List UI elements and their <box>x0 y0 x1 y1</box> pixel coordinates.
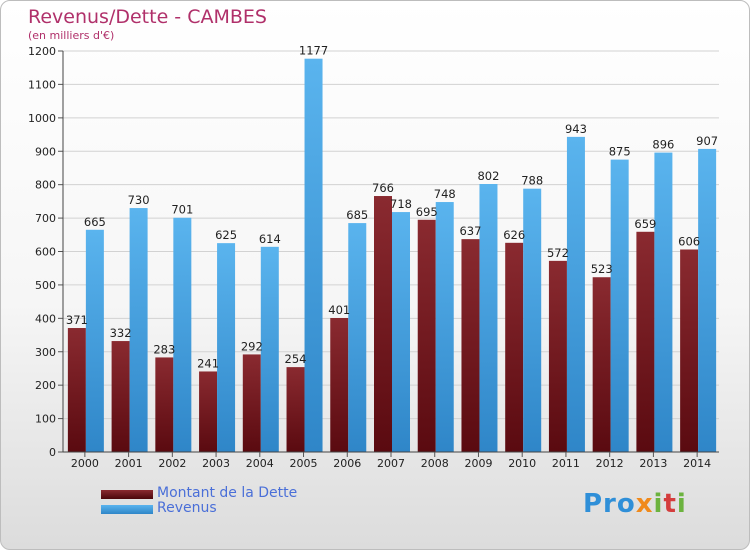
data-label-revenus: 802 <box>477 169 499 183</box>
data-label-revenus: 685 <box>346 208 368 222</box>
y-tick-label: 1100 <box>28 78 56 91</box>
x-tick-label: 2009 <box>464 457 492 470</box>
data-label-dette: 766 <box>372 181 394 195</box>
data-label-dette: 523 <box>591 262 613 276</box>
x-tick-label: 2007 <box>377 457 405 470</box>
y-tick-label: 500 <box>35 279 56 292</box>
data-label-dette: 695 <box>416 205 438 219</box>
bar-dette <box>242 354 261 452</box>
x-tick-label: 2010 <box>508 457 536 470</box>
bar-revenus <box>435 202 454 452</box>
bar-dette <box>330 317 349 452</box>
bar-dette <box>636 231 655 452</box>
x-tick-label: 2005 <box>290 457 318 470</box>
data-label-revenus: 614 <box>259 232 281 246</box>
data-label-dette: 659 <box>634 217 656 231</box>
legend-label-dette: Montant de la Dette <box>157 485 298 501</box>
data-label-dette: 241 <box>197 356 219 370</box>
x-tick-label: 2001 <box>115 457 143 470</box>
legend-swatch-dette <box>101 490 153 499</box>
bar-revenus <box>129 208 148 452</box>
y-tick-label: 600 <box>35 246 56 259</box>
bar-dette <box>505 242 524 452</box>
data-label-revenus: 1177 <box>299 44 328 58</box>
bar-revenus <box>85 229 104 452</box>
data-label-dette: 637 <box>459 224 481 238</box>
bar-revenus <box>479 183 498 452</box>
data-label-dette: 626 <box>503 228 525 242</box>
x-tick-label: 2002 <box>158 457 186 470</box>
data-label-dette: 332 <box>110 326 132 340</box>
x-tick-label: 2014 <box>683 457 711 470</box>
x-tick-label: 2006 <box>333 457 361 470</box>
bar-dette <box>67 328 86 452</box>
data-label-revenus: 625 <box>215 228 237 242</box>
bar-dette <box>548 260 567 452</box>
bar-revenus <box>348 223 367 452</box>
y-tick-label: 1000 <box>28 112 56 125</box>
proxiti-logo: Proxiti <box>583 489 687 519</box>
data-label-revenus: 730 <box>128 193 150 207</box>
bar-revenus <box>566 136 585 452</box>
y-tick-label: 100 <box>35 413 56 426</box>
data-label-revenus: 718 <box>390 197 412 211</box>
data-label-dette: 292 <box>241 339 263 353</box>
x-tick-label: 2000 <box>71 457 99 470</box>
x-tick-label: 2012 <box>596 457 624 470</box>
bar-dette <box>592 277 611 452</box>
bar-dette <box>417 219 436 452</box>
y-tick-label: 800 <box>35 179 56 192</box>
bar-dette <box>680 249 699 452</box>
bar-dette <box>286 367 305 452</box>
bar-dette <box>374 196 392 452</box>
data-label-revenus: 748 <box>434 187 456 201</box>
bar-revenus <box>260 246 279 452</box>
y-tick-label: 900 <box>35 145 56 158</box>
bar-dette <box>461 239 480 452</box>
y-tick-label: 200 <box>35 379 56 392</box>
y-tick-label: 400 <box>35 312 56 325</box>
bar-revenus <box>654 152 673 452</box>
data-label-dette: 401 <box>328 303 350 317</box>
x-tick-label: 2008 <box>421 457 449 470</box>
data-label-revenus: 788 <box>521 174 543 188</box>
data-label-revenus: 896 <box>652 138 674 152</box>
bar-revenus <box>698 148 717 452</box>
data-label-dette: 371 <box>66 313 88 327</box>
bar-revenus <box>523 188 542 452</box>
bar-revenus <box>392 212 410 452</box>
legend-label-revenus: Revenus <box>157 500 217 516</box>
x-tick-label: 2003 <box>202 457 230 470</box>
bar-revenus <box>304 58 323 453</box>
bar-revenus <box>173 217 192 452</box>
data-label-dette: 606 <box>678 234 700 248</box>
legend-swatch-revenus <box>101 505 153 514</box>
y-tick-label: 1200 <box>28 45 56 58</box>
data-label-dette: 283 <box>153 342 175 356</box>
chart-title: Revenus/Dette - CAMBES <box>28 6 267 28</box>
data-label-revenus: 907 <box>696 134 718 148</box>
bar-revenus <box>610 159 629 452</box>
x-tick-label: 2004 <box>246 457 274 470</box>
bar-revenus <box>217 243 236 452</box>
x-tick-label: 2013 <box>639 457 667 470</box>
data-label-revenus: 875 <box>609 145 631 159</box>
data-label-dette: 572 <box>547 246 569 260</box>
bar-dette <box>199 371 218 452</box>
chart-subtitle: (en milliers d'€) <box>28 29 115 42</box>
bar-dette <box>155 357 174 452</box>
data-label-revenus: 943 <box>565 122 587 136</box>
x-tick-label: 2011 <box>552 457 580 470</box>
bar-dette <box>111 341 130 452</box>
data-label-dette: 254 <box>285 352 307 366</box>
y-tick-label: 0 <box>49 446 56 459</box>
data-label-revenus: 665 <box>84 215 106 229</box>
data-label-revenus: 701 <box>171 203 193 217</box>
y-tick-label: 700 <box>35 212 56 225</box>
y-tick-label: 300 <box>35 346 56 359</box>
